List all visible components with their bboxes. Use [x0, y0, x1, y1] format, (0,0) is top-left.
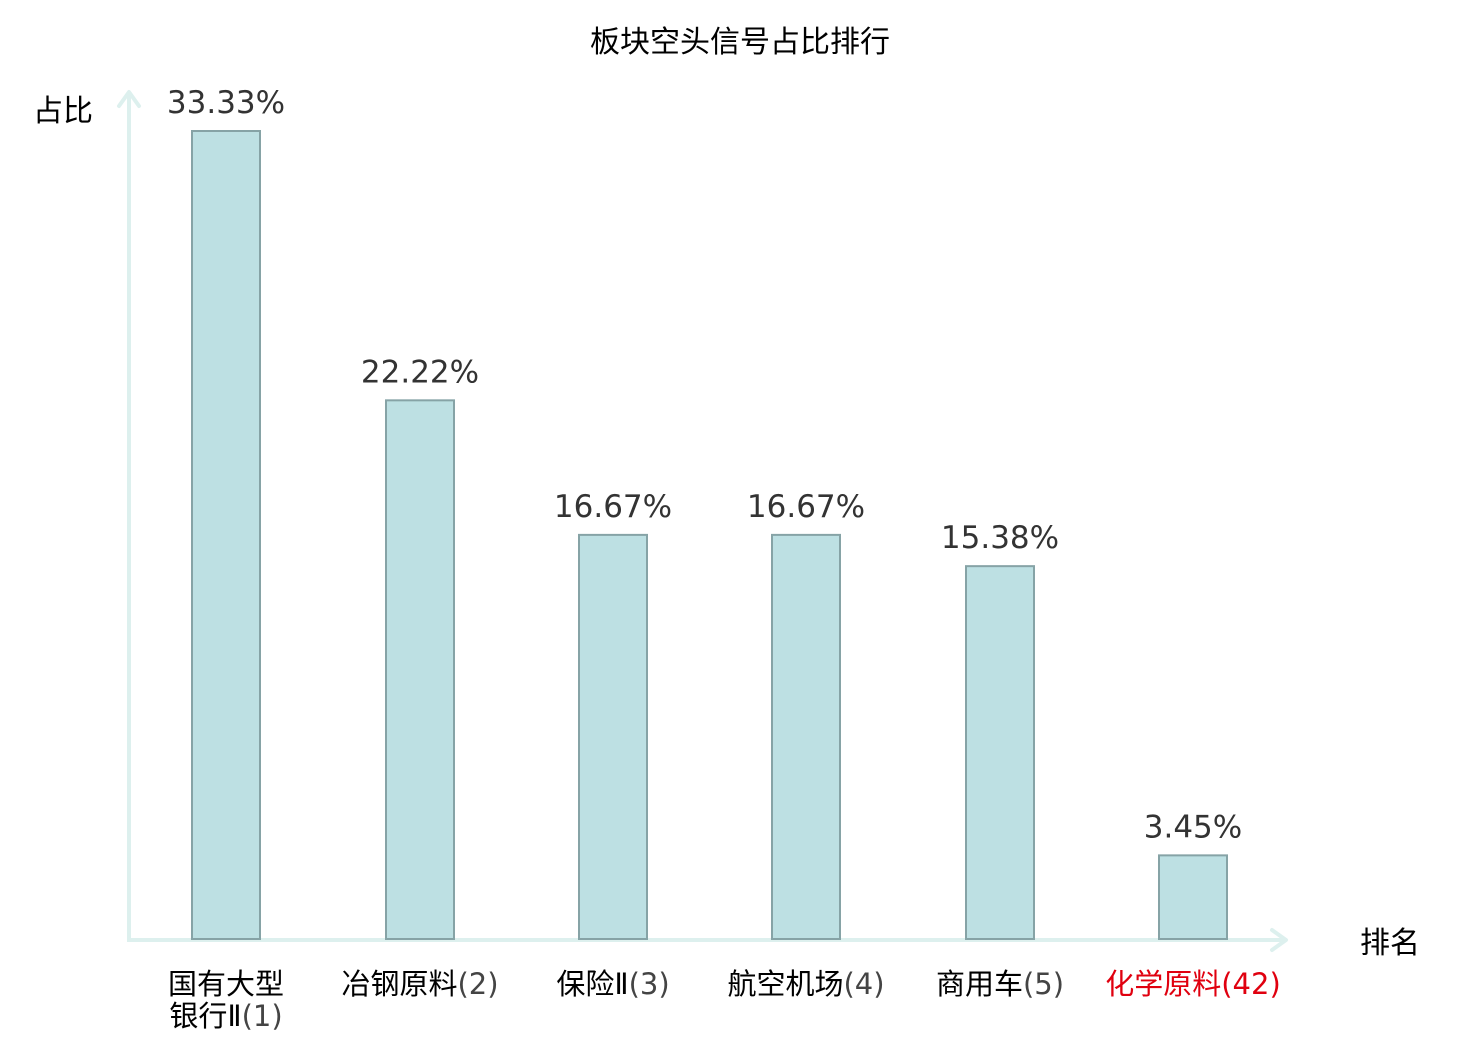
chart-title: 板块空头信号占比排行: [590, 25, 890, 60]
bar-4: [771, 533, 841, 940]
category-name: 冶钢原料: [341, 967, 457, 1001]
category-rank: (1): [242, 999, 283, 1033]
category-labels-group: 国有大型银行Ⅱ(1) 冶钢原料(2) 保险Ⅱ(3) 航空机场(4) 商用车(5) 化学原料…: [168, 967, 1281, 1033]
y-axis-label: 占比: [33, 94, 93, 129]
category-label-1: 国有大型银行Ⅱ(1): [168, 967, 284, 1033]
category-label-2: 冶钢原料(2): [341, 967, 498, 1001]
value-label-1: 33.33%: [167, 85, 285, 121]
category-label-4: 航空机场(4): [727, 967, 884, 1001]
category-name-line-1: 国有大型: [168, 967, 284, 1001]
category-rank: (2): [457, 967, 498, 1001]
category-name-line-2: 银行Ⅱ: [169, 999, 241, 1033]
category-name: 商用车: [936, 967, 1023, 1001]
value-label-6: 3.45%: [1144, 809, 1242, 845]
value-labels-group: 33.33% 22.22% 16.67% 16.67% 15.38% 3.45%: [167, 85, 1242, 845]
bar-5: [965, 565, 1035, 940]
bar-2: [385, 399, 455, 941]
category-name: 化学原料: [1105, 967, 1221, 1001]
bars-group: [191, 130, 1228, 941]
x-axis-label: 排名: [1360, 926, 1420, 961]
category-rank: (5): [1023, 967, 1064, 1001]
value-label-2: 22.22%: [361, 354, 479, 390]
category-name: 航空机场: [727, 967, 843, 1001]
category-rank: (42): [1221, 967, 1281, 1001]
bar-1: [191, 130, 261, 940]
category-label-3: 保险Ⅱ(3): [556, 967, 669, 1001]
bar-3: [578, 533, 648, 940]
axes: [117, 90, 1288, 952]
value-label-3: 16.67%: [554, 489, 672, 525]
y-axis-arrow-icon: [117, 90, 141, 108]
value-label-4: 16.67%: [747, 489, 865, 525]
bar-6: [1158, 854, 1228, 941]
category-rank: (3): [629, 967, 670, 1001]
value-label-5: 15.38%: [941, 520, 1059, 556]
x-axis-arrow-icon: [1270, 928, 1288, 952]
category-label-5: 商用车(5): [936, 967, 1064, 1001]
category-rank: (4): [843, 967, 884, 1001]
category-label-6: 化学原料(42): [1105, 967, 1281, 1001]
category-name: 保险Ⅱ: [556, 967, 628, 1001]
